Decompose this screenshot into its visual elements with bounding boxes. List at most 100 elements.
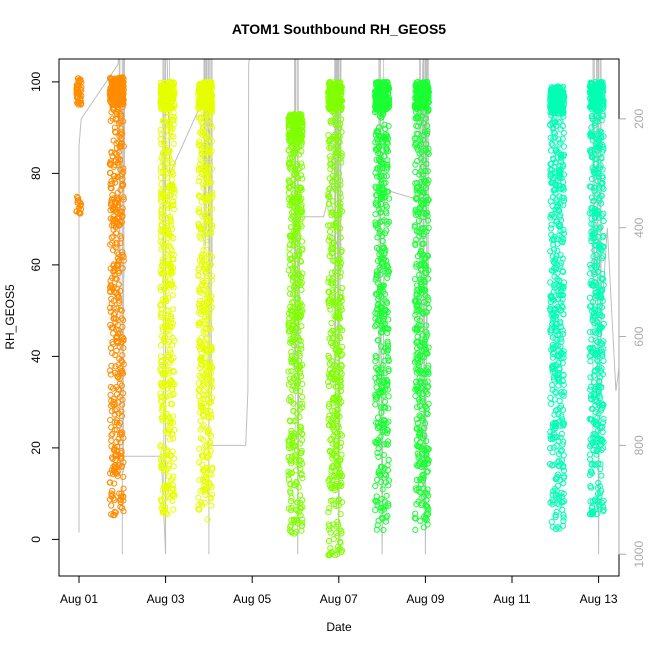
data-point xyxy=(285,319,292,327)
data-point xyxy=(201,266,209,273)
data-point xyxy=(375,337,382,344)
data-point xyxy=(292,354,299,361)
data-point xyxy=(109,216,116,223)
data-point xyxy=(333,415,340,422)
data-point xyxy=(558,338,565,345)
data-point xyxy=(330,335,337,342)
data-point xyxy=(165,426,172,434)
data-point xyxy=(384,500,392,507)
data-point xyxy=(298,519,305,526)
data-point xyxy=(548,324,555,331)
data-point xyxy=(374,310,381,317)
data-point xyxy=(196,209,203,216)
data-point xyxy=(549,491,556,498)
data-point xyxy=(114,84,122,91)
data-point xyxy=(285,328,292,335)
data-point xyxy=(334,212,341,219)
data-point xyxy=(417,92,424,99)
data-point xyxy=(288,131,295,138)
data-point xyxy=(549,334,556,341)
data-point xyxy=(163,393,170,400)
data-point xyxy=(557,320,564,327)
data-point xyxy=(295,252,302,260)
data-point xyxy=(551,323,558,330)
data-point xyxy=(157,86,165,93)
data-point xyxy=(598,192,605,199)
data-point xyxy=(203,335,210,342)
data-point xyxy=(385,393,392,400)
data-point xyxy=(552,186,559,193)
data-point xyxy=(327,545,334,552)
data-point xyxy=(119,212,126,219)
data-point xyxy=(338,530,345,537)
data-point xyxy=(337,273,344,280)
data-point xyxy=(205,217,212,224)
data-point xyxy=(289,213,296,220)
data-point xyxy=(422,255,429,262)
data-point xyxy=(383,269,390,276)
data-point xyxy=(295,223,302,230)
data-point xyxy=(205,414,212,421)
data-point xyxy=(207,83,214,90)
data-point xyxy=(423,367,430,374)
data-point xyxy=(549,253,556,260)
data-point xyxy=(195,320,202,327)
data-point xyxy=(554,471,562,478)
data-point xyxy=(171,92,178,99)
data-point xyxy=(116,343,123,350)
data-point xyxy=(550,288,558,295)
data-point xyxy=(552,266,559,273)
data-point xyxy=(292,453,299,460)
data-point xyxy=(336,125,343,132)
data-point xyxy=(195,192,202,199)
data-point xyxy=(330,327,337,335)
data-point xyxy=(78,92,85,99)
data-point xyxy=(553,103,561,110)
data-point xyxy=(197,115,204,122)
data-point xyxy=(110,137,117,144)
data-point xyxy=(157,233,164,240)
data-point xyxy=(158,106,165,113)
data-point xyxy=(169,383,176,390)
data-point xyxy=(591,169,598,176)
data-point xyxy=(424,108,431,115)
data-point xyxy=(424,294,431,301)
data-point xyxy=(373,394,380,401)
data-point xyxy=(420,232,427,240)
data-point xyxy=(297,257,304,265)
data-point xyxy=(337,510,344,518)
data-point xyxy=(338,159,345,166)
data-point xyxy=(326,228,334,235)
data-point xyxy=(338,84,345,92)
data-point xyxy=(166,213,173,220)
data-point xyxy=(331,257,338,264)
data-point xyxy=(118,208,125,215)
data-point xyxy=(109,487,116,494)
data-point xyxy=(198,343,205,350)
data-point xyxy=(163,101,171,108)
data-point xyxy=(110,94,117,101)
data-point xyxy=(202,212,209,219)
data-point xyxy=(333,247,340,254)
data-point xyxy=(560,480,567,487)
data-point xyxy=(555,149,563,156)
data-point xyxy=(595,410,602,417)
data-point xyxy=(157,164,164,171)
data-point xyxy=(170,140,177,147)
data-point xyxy=(204,367,211,375)
data-point xyxy=(412,392,419,399)
data-point xyxy=(110,398,117,406)
data-point xyxy=(420,354,428,361)
data-point xyxy=(424,468,431,475)
data-point xyxy=(372,211,379,218)
data-point xyxy=(205,284,212,292)
data-point xyxy=(286,396,293,404)
data-point xyxy=(415,217,423,224)
data-point xyxy=(333,175,340,183)
data-point xyxy=(113,241,120,248)
data-point xyxy=(416,233,423,240)
data-point xyxy=(208,277,215,284)
data-point xyxy=(554,247,561,254)
data-point xyxy=(382,479,389,486)
data-point xyxy=(385,325,392,332)
